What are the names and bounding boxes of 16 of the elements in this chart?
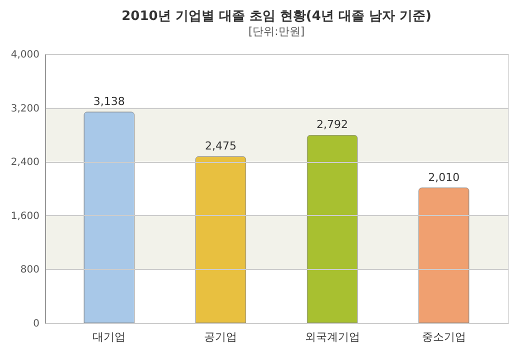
x-tick-label: 공기업 [204,330,238,344]
chart-title: 2010년 기업별 대졸 초임 현황(4년 대졸 남자 기준) [122,9,432,24]
y-tick-label: 2,400 [10,157,40,168]
y-tick-label: 800 [20,264,40,276]
y-tick-label: 0 [33,318,40,330]
data-label: 2,792 [316,118,348,132]
data-label: 2,475 [204,140,236,153]
data-label: 2,010 [428,170,460,184]
data-label: 3,138 [93,94,125,108]
x-tick-label: 외국계기업 [304,330,360,344]
y-tick-label: 1,600 [10,210,40,222]
x-tick-label: 대기업 [92,330,126,344]
y-tick-label: 4,000 [10,50,40,60]
x-tick-label: 중소기업 [422,330,466,344]
chart-subtitle: [단위:만원] [248,25,305,38]
y-tick-label: 3,200 [10,103,40,114]
